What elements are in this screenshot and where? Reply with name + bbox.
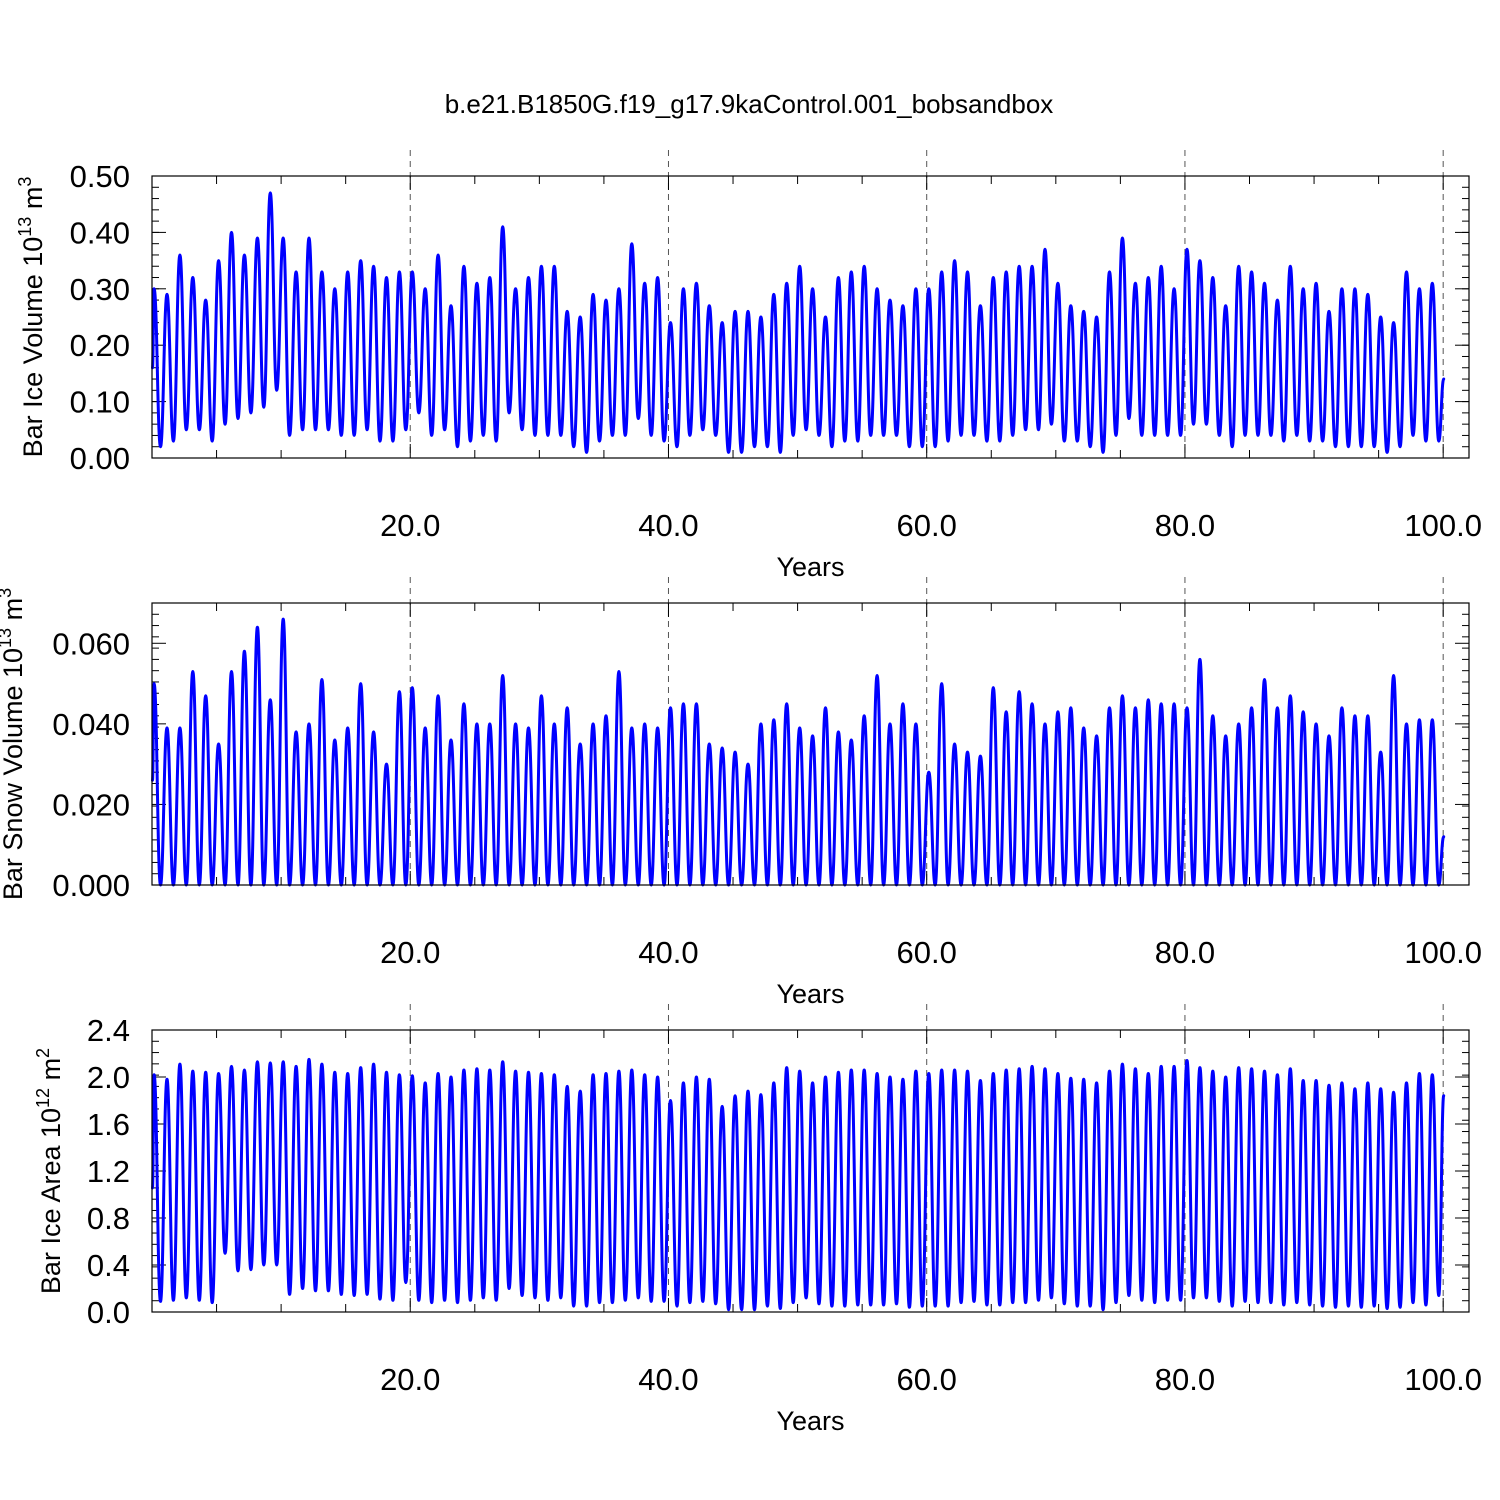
y-tick-label: 0.00 <box>70 441 130 476</box>
y-axis-title-superscript: 3 <box>15 177 35 187</box>
y-tick-label: 0.000 <box>52 868 130 903</box>
y-tick-label: 0.0 <box>87 1295 130 1330</box>
x-tick-label: 20.0 <box>380 1362 440 1397</box>
x-tick-label: 60.0 <box>897 508 957 543</box>
y-axis-title-part: Bar Ice Area 10 <box>36 1108 66 1294</box>
y-tick-label: 0.40 <box>70 215 130 250</box>
y-tick-label: 0.060 <box>52 626 130 661</box>
y-tick-label: 0.020 <box>52 787 130 822</box>
series-line <box>151 617 1446 887</box>
y-axis-title-superscript: 13 <box>0 628 15 648</box>
x-tick-label: 20.0 <box>380 935 440 970</box>
panel-snow-volume: 0.000 0.020 0.040 0.060 20.0 40.0 60.0 80.0 100.… <box>0 577 1482 1009</box>
y-axis-title-superscript: 3 <box>0 588 15 598</box>
x-axis-title: Years <box>776 552 844 582</box>
y-tick-label: 2.0 <box>87 1060 130 1095</box>
y-tick-label: 0.8 <box>87 1201 130 1236</box>
x-tick-label: 100.0 <box>1404 935 1482 970</box>
x-axis-title: Years <box>776 1406 844 1436</box>
y-tick-label: 0.20 <box>70 328 130 363</box>
panel-ice-area: 0.0 0.4 0.8 1.2 1.6 2.0 2.4 20.0 40.0 60.0 80.0 100… <box>33 1004 1482 1436</box>
series-line <box>151 1057 1446 1312</box>
y-axis-title-superscript: 13 <box>15 217 35 237</box>
y-tick-label: 2.4 <box>87 1013 130 1048</box>
y-tick-label: 0.50 <box>70 159 130 194</box>
x-tick-label: 100.0 <box>1404 1362 1482 1397</box>
y-axis-title-superscript: 2 <box>33 1048 53 1058</box>
x-axis-title: Years <box>776 979 844 1009</box>
x-tick-label: 80.0 <box>1155 1362 1215 1397</box>
y-tick-label: 1.2 <box>87 1154 130 1189</box>
y-axis-title-part: Bar Ice Volume 10 <box>18 237 48 458</box>
y-axis-title: Bar Ice Area 1012 m2 <box>33 1048 66 1294</box>
y-axis-title: Bar Ice Volume 1013 m3 <box>15 177 48 458</box>
x-tick-label: 40.0 <box>638 935 698 970</box>
x-tick-label: 20.0 <box>380 508 440 543</box>
y-axis-title-part: m <box>18 187 48 217</box>
plot-frame <box>151 1029 1470 1313</box>
panel-ice-volume: 0.00 0.10 0.20 0.30 0.40 0.50 20.0 40.0 60.0 80.0… <box>15 150 1482 582</box>
plot-frame <box>151 602 1470 886</box>
y-tick-label: 0.30 <box>70 272 130 307</box>
y-axis-title: Bar Snow Volume 1013 m3 <box>0 588 28 900</box>
x-tick-label: 60.0 <box>897 1362 957 1397</box>
y-axis-title-part: Bar Snow Volume 10 <box>0 648 28 900</box>
y-tick-label: 0.10 <box>70 385 130 420</box>
x-tick-label: 80.0 <box>1155 935 1215 970</box>
x-tick-label: 80.0 <box>1155 508 1215 543</box>
y-tick-label: 0.040 <box>52 707 130 742</box>
y-axis-title-part: m <box>0 598 28 628</box>
y-axis-title-superscript: 12 <box>33 1088 53 1108</box>
x-tick-label: 40.0 <box>638 508 698 543</box>
x-tick-label: 60.0 <box>897 935 957 970</box>
x-tick-label: 40.0 <box>638 1362 698 1397</box>
series-line <box>151 191 1446 454</box>
y-tick-label: 1.6 <box>87 1107 130 1142</box>
plot-frame <box>151 175 1470 459</box>
y-tick-label: 0.4 <box>87 1248 130 1283</box>
figure-title: b.e21.B1850G.f19_g17.9kaControl.001_bobs… <box>445 89 1054 119</box>
y-axis-title-part: m <box>36 1058 66 1088</box>
x-tick-label: 100.0 <box>1404 508 1482 543</box>
